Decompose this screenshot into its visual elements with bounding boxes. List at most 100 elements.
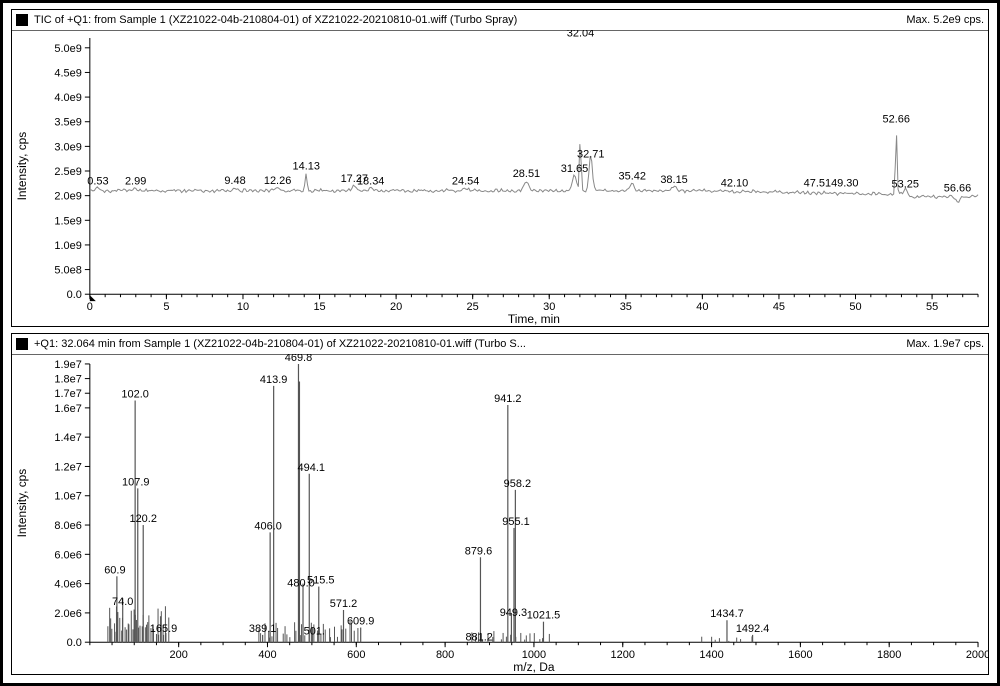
panel-marker-icon xyxy=(16,14,28,26)
svg-text:38.15: 38.15 xyxy=(660,174,687,186)
svg-text:Intensity, cps: Intensity, cps xyxy=(15,469,29,538)
svg-text:42.10: 42.10 xyxy=(721,178,748,190)
chromatogram-plot[interactable]: 05101520253035404550550.05.0e81.0e91.5e9… xyxy=(12,30,988,326)
svg-text:2.0e9: 2.0e9 xyxy=(54,191,81,203)
svg-text:49.30: 49.30 xyxy=(831,178,858,190)
svg-text:5.0e9: 5.0e9 xyxy=(54,43,81,55)
svg-text:3.5e9: 3.5e9 xyxy=(54,117,81,129)
svg-text:m/z, Da: m/z, Da xyxy=(513,660,555,674)
svg-text:0.53: 0.53 xyxy=(87,175,108,187)
panel-marker-icon xyxy=(16,338,28,350)
svg-text:469.8: 469.8 xyxy=(285,354,312,364)
chromatogram-title: TIC of +Q1: from Sample 1 (XZ21022-04b-2… xyxy=(34,14,906,26)
spectrum-plot[interactable]: 2004006008001000120014001600180020000.02… xyxy=(12,354,988,674)
svg-text:406.0: 406.0 xyxy=(254,520,281,532)
svg-text:501.: 501. xyxy=(304,626,325,638)
svg-text:413.9: 413.9 xyxy=(260,374,287,386)
svg-text:5.0e8: 5.0e8 xyxy=(54,265,81,277)
svg-text:6.0e6: 6.0e6 xyxy=(54,549,81,561)
svg-text:879.6: 879.6 xyxy=(465,545,492,557)
svg-text:32.04: 32.04 xyxy=(567,30,594,39)
svg-text:1.4e7: 1.4e7 xyxy=(54,432,81,444)
app-container: TIC of +Q1: from Sample 1 (XZ21022-04b-2… xyxy=(0,0,1000,686)
svg-text:958.2: 958.2 xyxy=(504,478,531,490)
svg-text:45: 45 xyxy=(773,301,785,313)
svg-text:609.9: 609.9 xyxy=(347,616,374,628)
chromatogram-panel: TIC of +Q1: from Sample 1 (XZ21022-04b-2… xyxy=(11,9,989,327)
svg-text:1021.5: 1021.5 xyxy=(527,610,561,622)
svg-text:5: 5 xyxy=(163,301,169,313)
svg-text:120.2: 120.2 xyxy=(130,513,157,525)
svg-text:1492.4: 1492.4 xyxy=(736,623,770,635)
svg-text:1.5e9: 1.5e9 xyxy=(54,215,81,227)
svg-text:955.1: 955.1 xyxy=(502,516,529,528)
svg-text:0: 0 xyxy=(87,301,93,313)
svg-text:400: 400 xyxy=(258,649,276,661)
svg-text:50: 50 xyxy=(849,301,861,313)
svg-text:1.7e7: 1.7e7 xyxy=(54,388,81,400)
svg-text:0.0: 0.0 xyxy=(67,637,82,649)
svg-text:4.0e6: 4.0e6 xyxy=(54,579,81,591)
svg-text:1800: 1800 xyxy=(877,649,901,661)
chromatogram-max-label: Max. 5.2e9 cps. xyxy=(906,14,984,26)
svg-text:53.25: 53.25 xyxy=(892,178,919,190)
svg-text:40: 40 xyxy=(696,301,708,313)
svg-text:2.0e6: 2.0e6 xyxy=(54,608,81,620)
svg-text:800: 800 xyxy=(436,649,454,661)
svg-text:28.51: 28.51 xyxy=(513,168,540,180)
svg-text:4.5e9: 4.5e9 xyxy=(54,67,81,79)
svg-text:2.99: 2.99 xyxy=(125,175,146,187)
svg-text:2000: 2000 xyxy=(966,649,988,661)
svg-text:25: 25 xyxy=(467,301,479,313)
svg-text:9.48: 9.48 xyxy=(224,175,245,187)
svg-text:165.9: 165.9 xyxy=(150,623,177,635)
svg-text:4.0e9: 4.0e9 xyxy=(54,92,81,104)
svg-text:200: 200 xyxy=(170,649,188,661)
svg-text:2.5e9: 2.5e9 xyxy=(54,166,81,178)
svg-text:35: 35 xyxy=(620,301,632,313)
svg-text:14.13: 14.13 xyxy=(292,161,319,173)
svg-text:55: 55 xyxy=(926,301,938,313)
spectrum-panel: +Q1: 32.064 min from Sample 1 (XZ21022-0… xyxy=(11,333,989,675)
svg-text:31.65: 31.65 xyxy=(561,163,588,175)
svg-text:600: 600 xyxy=(347,649,365,661)
svg-text:60.9: 60.9 xyxy=(104,564,125,576)
svg-text:1.0e7: 1.0e7 xyxy=(54,491,81,503)
svg-text:0.0: 0.0 xyxy=(67,289,82,301)
spectrum-header: +Q1: 32.064 min from Sample 1 (XZ21022-0… xyxy=(12,334,988,355)
svg-text:24.54: 24.54 xyxy=(452,175,479,187)
svg-text:Intensity, cps: Intensity, cps xyxy=(15,132,29,201)
svg-text:74.0: 74.0 xyxy=(112,596,133,608)
svg-text:571.2: 571.2 xyxy=(330,598,357,610)
svg-text:56.66: 56.66 xyxy=(944,183,971,195)
svg-text:1600: 1600 xyxy=(788,649,812,661)
svg-text:3.0e9: 3.0e9 xyxy=(54,141,81,153)
svg-text:515.5: 515.5 xyxy=(307,575,334,587)
svg-text:1.6e7: 1.6e7 xyxy=(54,403,81,415)
svg-text:881.2: 881.2 xyxy=(465,631,492,643)
svg-text:20: 20 xyxy=(390,301,402,313)
svg-text:15: 15 xyxy=(313,301,325,313)
svg-text:941.2: 941.2 xyxy=(494,393,521,405)
svg-text:52.66: 52.66 xyxy=(883,114,910,126)
svg-text:1200: 1200 xyxy=(611,649,635,661)
svg-text:18.34: 18.34 xyxy=(357,175,384,187)
svg-text:949.3: 949.3 xyxy=(500,607,527,619)
svg-text:1400: 1400 xyxy=(699,649,723,661)
spectrum-max-label: Max. 1.9e7 cps. xyxy=(906,338,984,350)
svg-text:494.1: 494.1 xyxy=(298,462,325,474)
svg-text:35.42: 35.42 xyxy=(619,170,646,182)
svg-text:107.9: 107.9 xyxy=(122,476,149,488)
svg-text:1.0e9: 1.0e9 xyxy=(54,240,81,252)
svg-text:1.8e7: 1.8e7 xyxy=(54,374,81,386)
svg-text:389.1: 389.1 xyxy=(249,623,276,635)
svg-text:1.2e7: 1.2e7 xyxy=(54,461,81,473)
svg-text:8.0e6: 8.0e6 xyxy=(54,520,81,532)
svg-text:47.51: 47.51 xyxy=(804,178,831,190)
svg-text:Time, min: Time, min xyxy=(508,312,560,326)
spectrum-title: +Q1: 32.064 min from Sample 1 (XZ21022-0… xyxy=(34,338,906,350)
chromatogram-header: TIC of +Q1: from Sample 1 (XZ21022-04b-2… xyxy=(12,10,988,31)
svg-text:102.0: 102.0 xyxy=(121,389,148,401)
svg-text:1434.7: 1434.7 xyxy=(710,608,744,620)
svg-text:12.26: 12.26 xyxy=(264,175,291,187)
